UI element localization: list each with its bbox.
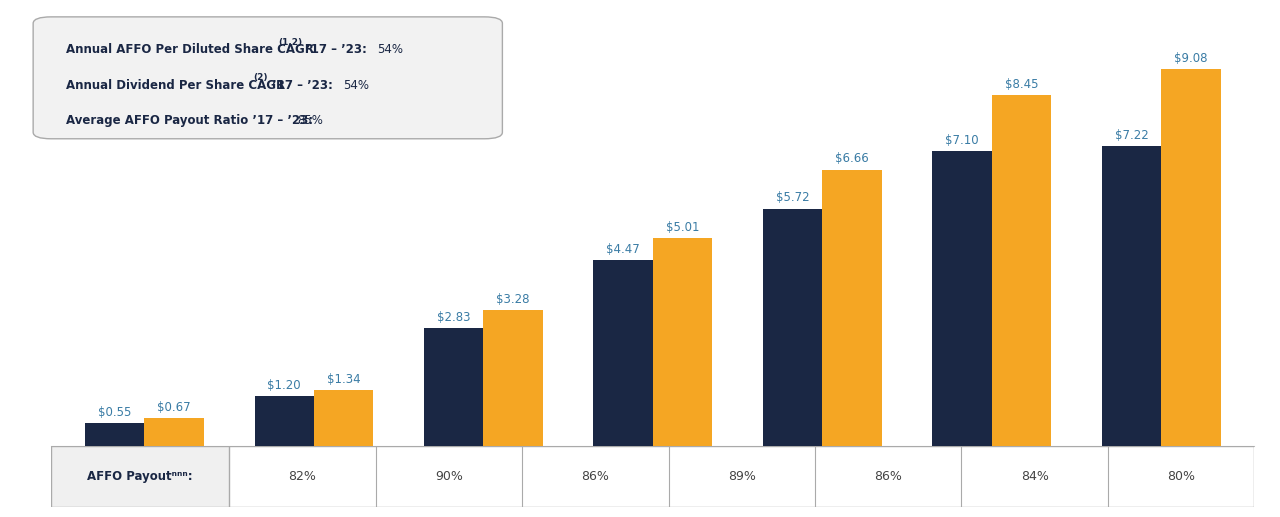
- Bar: [314, 390, 374, 446]
- Text: $0.67: $0.67: [157, 401, 191, 414]
- Text: 84%: 84%: [1020, 469, 1048, 483]
- Text: $5.72: $5.72: [776, 191, 809, 204]
- Bar: [932, 151, 992, 446]
- Bar: [1102, 146, 1161, 446]
- Text: Average AFFO Payout Ratio ’17 – ’23:: Average AFFO Payout Ratio ’17 – ’23:: [65, 114, 317, 127]
- Bar: [822, 170, 882, 446]
- Bar: [255, 396, 314, 446]
- Bar: [51, 446, 229, 507]
- Text: $4.47: $4.47: [607, 243, 640, 256]
- Text: ’17 – ’23:: ’17 – ’23:: [268, 79, 337, 92]
- Bar: [484, 310, 543, 446]
- Text: 85%: 85%: [297, 114, 323, 127]
- Bar: [145, 418, 204, 446]
- Text: $1.20: $1.20: [268, 379, 301, 392]
- Text: $0.55: $0.55: [99, 406, 132, 419]
- Text: $6.66: $6.66: [835, 153, 869, 165]
- Text: 86%: 86%: [581, 469, 609, 483]
- Bar: [653, 238, 712, 446]
- Text: Annual Dividend Per Share CAGR: Annual Dividend Per Share CAGR: [65, 79, 284, 92]
- Text: $3.28: $3.28: [497, 293, 530, 306]
- Text: 89%: 89%: [728, 469, 755, 483]
- Text: 86%: 86%: [874, 469, 902, 483]
- Text: $7.22: $7.22: [1115, 129, 1148, 142]
- Bar: [84, 423, 145, 446]
- Bar: [594, 261, 653, 446]
- Bar: [992, 95, 1051, 446]
- Text: AFFO Payoutⁿⁿⁿ:: AFFO Payoutⁿⁿⁿ:: [87, 469, 193, 483]
- Text: ’17 – ’23:: ’17 – ’23:: [302, 43, 371, 56]
- Text: 80%: 80%: [1167, 469, 1196, 483]
- Text: (2): (2): [253, 73, 268, 83]
- Text: Annual AFFO Per Diluted Share CAGR: Annual AFFO Per Diluted Share CAGR: [65, 43, 314, 56]
- Text: (1,2): (1,2): [278, 38, 302, 47]
- Text: 54%: 54%: [378, 43, 403, 56]
- Text: $8.45: $8.45: [1005, 78, 1038, 91]
- Bar: [1161, 69, 1221, 446]
- Text: 90%: 90%: [435, 469, 463, 483]
- Text: $9.08: $9.08: [1174, 52, 1207, 65]
- Text: 54%: 54%: [343, 79, 369, 92]
- Text: $1.34: $1.34: [326, 373, 361, 386]
- Text: $2.83: $2.83: [436, 311, 471, 324]
- Bar: [424, 328, 484, 446]
- FancyBboxPatch shape: [33, 17, 503, 139]
- Text: $7.10: $7.10: [945, 134, 979, 147]
- Text: $5.01: $5.01: [666, 221, 699, 234]
- Text: 82%: 82%: [288, 469, 316, 483]
- Bar: [763, 208, 822, 446]
